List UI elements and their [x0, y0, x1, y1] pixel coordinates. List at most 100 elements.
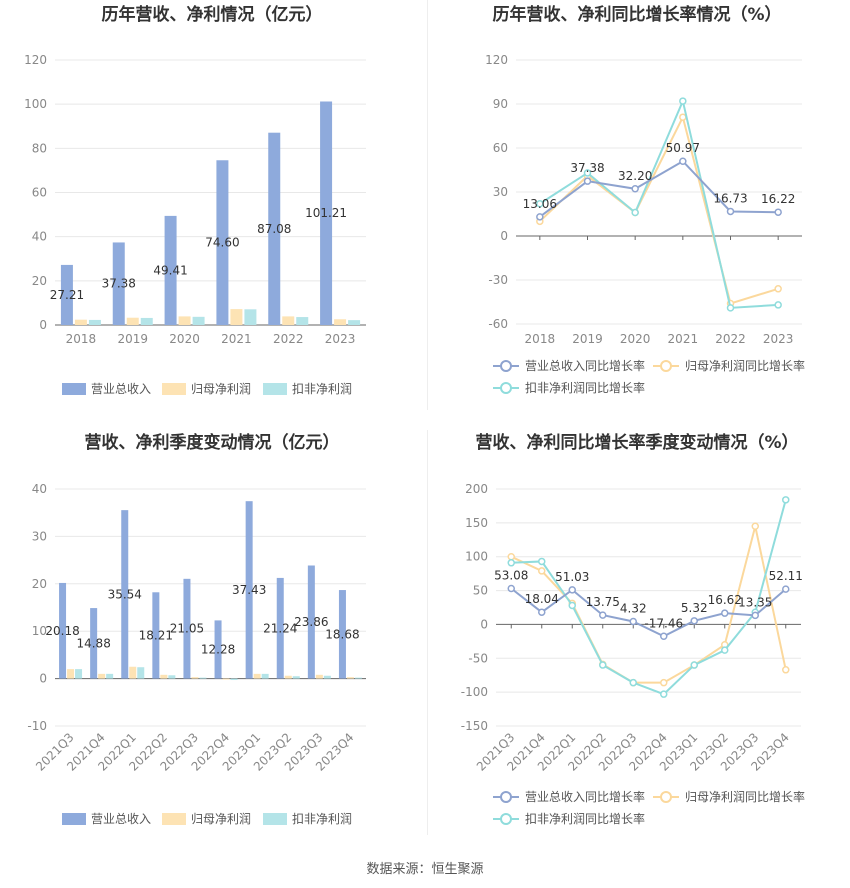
- legend-label: 营业总收入: [91, 812, 151, 826]
- y-tick-label: 0: [500, 229, 508, 243]
- bar-revenue: [183, 578, 191, 679]
- series-point: [536, 213, 544, 221]
- series-point: [690, 617, 698, 625]
- legend-swatch: [62, 813, 86, 825]
- series-point: [751, 522, 759, 530]
- legend-swatch-marker: [660, 360, 672, 372]
- bar-deducted-profit: [192, 316, 205, 325]
- bar-net-profit: [230, 309, 243, 325]
- y-tick-label: 100: [24, 97, 47, 111]
- y-tick-label: 40: [32, 230, 47, 244]
- bar-data-label: 21.05: [170, 622, 204, 636]
- line-data-label: 16.62: [708, 593, 742, 607]
- bar-revenue: [320, 101, 333, 325]
- series-point: [568, 586, 576, 594]
- y-tick-label: 0: [39, 672, 47, 686]
- legend-label: 营业总收入: [91, 382, 151, 396]
- series-line-deducted-profit: [539, 97, 779, 309]
- bar-net-profit: [98, 673, 106, 679]
- line-data-label: 51.03: [555, 570, 589, 584]
- bar-net-profit: [253, 673, 261, 679]
- annual-revenue-profit-chart: 历年营收、净利情况（亿元） 0 20 40 60 80 100 120 2018 2019 2020…: [0, 0, 425, 425]
- legend-swatch: [263, 813, 287, 825]
- bar-data-label: 37.38: [102, 277, 136, 291]
- legend-label: 营业总收入同比增长率: [525, 789, 645, 804]
- bar-deducted-profit: [292, 676, 300, 679]
- bar-revenue: [214, 620, 222, 679]
- bar-data-label: 14.88: [76, 636, 110, 650]
- series-point: [629, 678, 637, 687]
- line-data-label: 5.32: [681, 601, 708, 615]
- bar-net-profit: [67, 669, 75, 679]
- bar-data-label: 27.21: [50, 288, 84, 302]
- series-point: [782, 666, 790, 674]
- x-tick-label: 2021: [668, 332, 699, 346]
- bar-data-label: 87.08: [257, 222, 291, 236]
- legend-swatch-marker: [500, 791, 512, 803]
- legend-swatch-marker: [660, 791, 672, 803]
- bar-revenue: [307, 565, 315, 679]
- bar-data-label: 18.68: [325, 627, 359, 641]
- y-tick-label: 10: [32, 624, 47, 638]
- line-data-label: 52.11: [769, 569, 803, 583]
- bar-deducted-profit: [230, 678, 238, 681]
- legend-label: 扣非净利润同比增长率: [525, 380, 645, 395]
- bar-net-profit: [160, 674, 168, 679]
- bar-net-profit: [74, 319, 87, 325]
- bar-net-profit: [191, 677, 199, 679]
- quarterly-growth-chart: 营收、净利同比增长率季度变动情况（%） -150 -100 -50 0 50 100 150 2…: [425, 428, 850, 853]
- bar-net-profit: [315, 674, 323, 679]
- series-point: [774, 301, 782, 309]
- legend-swatch: [162, 813, 186, 825]
- legend-swatch-marker: [500, 382, 512, 394]
- series-point: [538, 608, 546, 616]
- annual-growth-chart: 历年营收、净利同比增长率情况（%） -60 -30 0 30 60 90 120 2018 201…: [425, 0, 850, 425]
- chart-title: 营收、净利季度变动情况（亿元）: [85, 432, 340, 453]
- bar-deducted-profit: [199, 677, 207, 679]
- bar-data-label: 74.60: [205, 236, 239, 250]
- series-point: [660, 690, 668, 698]
- bar-data-label: 18.21: [139, 628, 173, 642]
- bar-revenue: [121, 510, 129, 679]
- bar-deducted-profit: [244, 309, 257, 325]
- bar-revenue: [164, 215, 177, 325]
- chart-title: 历年营收、净利同比增长率情况（%）: [492, 4, 781, 25]
- y-tick-label: 100: [465, 550, 488, 564]
- bar-data-label: 101.21: [305, 206, 347, 220]
- line-data-label: 50.97: [666, 141, 700, 155]
- bar-deducted-profit: [137, 667, 145, 679]
- y-tick-label: 60: [493, 141, 508, 155]
- data-source: 数据来源：恒生聚源: [366, 862, 484, 877]
- divider: [427, 430, 428, 835]
- series-line-revenue: [539, 159, 779, 218]
- bar-data-label: 23.86: [294, 615, 328, 629]
- y-tick-label: 120: [24, 53, 47, 67]
- y-tick-label: -10: [27, 719, 47, 733]
- bar-revenue: [276, 577, 284, 679]
- line-data-label: 53.08: [494, 568, 528, 582]
- x-tick-label: 2023: [325, 332, 356, 346]
- series-point: [538, 557, 546, 566]
- series-line-deducted-profit: [511, 499, 787, 696]
- bar-deducted-profit: [323, 675, 331, 679]
- series-point: [507, 552, 515, 561]
- line-data-label: 13.06: [523, 197, 557, 211]
- legend-label: 归母净利润: [191, 382, 251, 396]
- bar-revenue: [338, 590, 346, 679]
- bar-net-profit: [129, 666, 137, 679]
- bar-net-profit: [334, 319, 347, 325]
- series-point: [721, 609, 729, 617]
- y-tick-label: -50: [468, 651, 488, 665]
- y-tick-label: 80: [32, 141, 47, 155]
- series-point: [774, 285, 782, 293]
- series-line-net-profit: [510, 525, 787, 684]
- bar-deducted-profit: [348, 320, 361, 325]
- series-point: [679, 97, 687, 105]
- series-point: [721, 646, 729, 654]
- series-point: [629, 617, 637, 626]
- series-line-revenue: [510, 587, 787, 638]
- y-tick-label: 30: [32, 529, 47, 543]
- legend-label: 归母净利润同比增长率: [685, 358, 805, 373]
- y-tick-label: 30: [493, 185, 508, 199]
- y-tick-label: 40: [32, 482, 47, 496]
